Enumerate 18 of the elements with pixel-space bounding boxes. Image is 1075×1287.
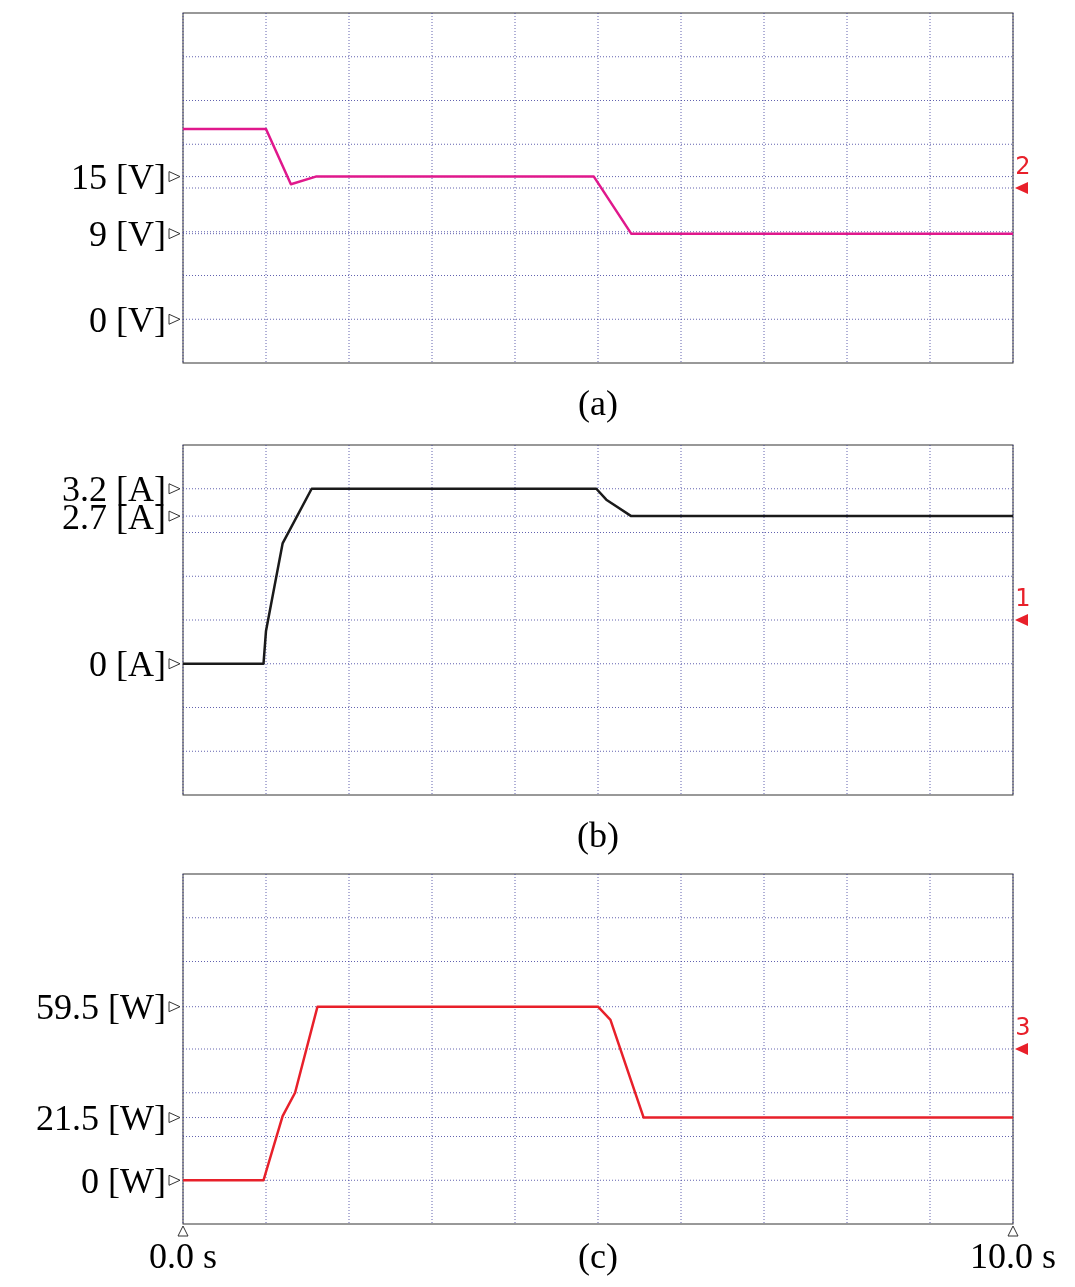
y-tick-label: 15 [V] xyxy=(71,157,166,198)
text: 3 xyxy=(1015,1013,1031,1041)
text: (b) xyxy=(577,815,619,855)
y-tick-label: 9 [V] xyxy=(89,214,166,255)
x-tick-label: 0.0 s xyxy=(148,1236,218,1276)
line-series xyxy=(181,1005,1015,1182)
text: (a) xyxy=(578,383,618,423)
text: (c) xyxy=(578,1236,618,1276)
text: 1 xyxy=(1015,584,1031,612)
text: 2 xyxy=(1015,152,1031,180)
y-tick-label: 0 [V] xyxy=(89,299,166,340)
y-tick-label: 59.5 [W] xyxy=(36,987,166,1028)
y-tick-label: 0 [W] xyxy=(81,1160,166,1201)
y-tick-label: 21.5 [W] xyxy=(36,1098,166,1139)
line-series xyxy=(181,487,1015,665)
y-tick-label: 0 [A] xyxy=(89,644,166,685)
x-tick-label: 10.0 s xyxy=(969,1236,1057,1276)
line-series xyxy=(181,127,1015,235)
